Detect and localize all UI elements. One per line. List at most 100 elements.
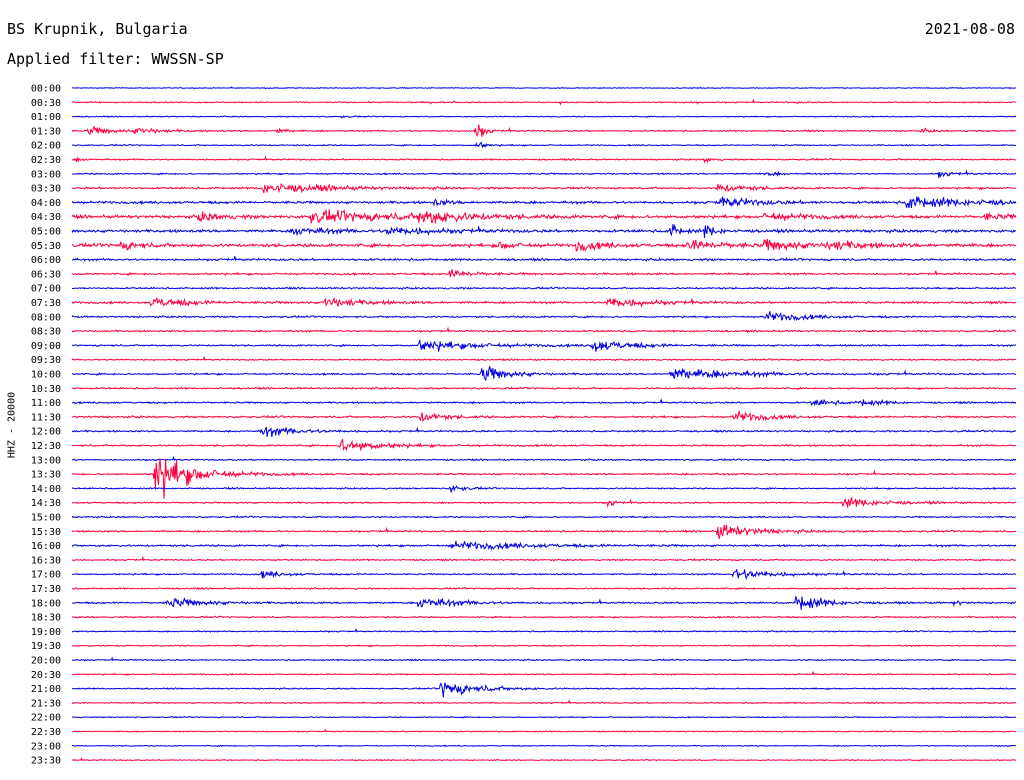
time-label: 11:30 (31, 412, 61, 423)
trace-line (71, 256, 1017, 262)
time-label: 09:00 (31, 341, 61, 352)
time-label: 03:30 (31, 184, 61, 195)
time-label: 10:00 (31, 370, 61, 381)
trace-line (71, 311, 1017, 322)
time-label: 22:00 (31, 713, 61, 724)
time-label: 08:00 (31, 312, 61, 323)
time-label: 14:30 (31, 498, 61, 509)
trace-line (71, 223, 1017, 238)
time-label: 22:30 (31, 727, 61, 738)
trace-line (71, 115, 1017, 119)
trace-line (71, 355, 1017, 362)
trace-line (71, 141, 1017, 149)
time-label: 21:30 (31, 698, 61, 709)
time-label: 05:30 (31, 241, 61, 252)
trace-line (71, 586, 1017, 591)
time-label: 00:00 (31, 84, 61, 95)
trace-line (71, 183, 1017, 194)
trace-line (71, 628, 1017, 633)
trace-line (72, 496, 1017, 509)
trace-line (71, 269, 1017, 278)
trace-line (71, 670, 1017, 676)
time-label: 10:30 (31, 384, 61, 395)
time-label: 05:00 (31, 227, 61, 238)
trace-line (71, 196, 1017, 209)
time-label: 23:30 (31, 756, 61, 767)
time-label: 20:00 (31, 656, 61, 667)
trace-line (71, 458, 1017, 499)
time-label: 19:00 (31, 627, 61, 638)
trace-line (71, 569, 1017, 580)
time-label: 17:30 (31, 584, 61, 595)
trace-line (71, 398, 1017, 407)
time-label: 04:00 (31, 198, 61, 209)
time-label: 08:30 (31, 327, 61, 338)
time-label: 17:00 (31, 570, 61, 581)
trace-line (71, 728, 1017, 733)
trace-line (71, 595, 1017, 610)
trace-line (71, 515, 1017, 519)
time-label: 04:30 (31, 212, 61, 223)
time-label: 07:00 (31, 284, 61, 295)
time-label: 19:30 (31, 641, 61, 652)
time-label: 13:30 (31, 470, 61, 481)
trace-line (71, 339, 1017, 352)
trace-line (71, 682, 1016, 698)
trace-line (71, 155, 1017, 164)
trace-line (71, 656, 1017, 662)
time-label: 01:00 (31, 112, 61, 123)
time-label: 12:00 (31, 427, 61, 438)
trace-line (72, 757, 1017, 762)
trace-line (71, 124, 1017, 138)
time-label: 02:00 (31, 141, 61, 152)
filter-label: Applied filter: WWSSN-SP (7, 50, 224, 68)
trace-line (71, 615, 1017, 619)
station-title: BS Krupnik, Bulgaria (7, 20, 188, 38)
time-label: 01:30 (31, 126, 61, 137)
time-label: 12:30 (31, 441, 61, 452)
time-label: 15:30 (31, 527, 61, 538)
time-label: 03:00 (31, 169, 61, 180)
time-label: 11:00 (31, 398, 61, 409)
trace-line (71, 169, 1017, 178)
trace-line (71, 296, 1017, 308)
trace-line (71, 699, 1017, 705)
time-label: 16:00 (31, 541, 61, 552)
trace-line (71, 524, 1017, 539)
trace-line (71, 715, 1017, 719)
time-label-group: 00:00 00:30 01:00 01:30 02:00 02:30 03:00 03:30… (31, 84, 61, 767)
time-label: 15:00 (31, 513, 61, 524)
time-label: 07:30 (31, 298, 61, 309)
trace-line (71, 386, 1017, 391)
time-label: 20:30 (31, 670, 61, 681)
time-label: 21:00 (31, 684, 61, 695)
trace-line (71, 209, 1017, 224)
trace-line (71, 438, 1016, 452)
trace-line (71, 326, 1017, 334)
trace-line (71, 426, 1017, 437)
trace-line (71, 644, 1016, 648)
time-label: 23:00 (31, 741, 61, 752)
time-label: 09:30 (31, 355, 61, 366)
trace-group (71, 86, 1017, 762)
time-label: 06:00 (31, 255, 61, 266)
trace-line (71, 286, 1017, 291)
time-label: 16:30 (31, 555, 61, 566)
time-label: 00:30 (31, 98, 61, 109)
trace-line (71, 98, 1017, 106)
trace-line (71, 366, 1017, 382)
time-label: 02:30 (31, 155, 61, 166)
trace-line (71, 744, 1016, 748)
time-label: 06:30 (31, 269, 61, 280)
trace-line (71, 555, 1017, 562)
time-label: 14:00 (31, 484, 61, 495)
trace-line (71, 86, 1017, 90)
time-label: 18:00 (31, 598, 61, 609)
time-label: 18:30 (31, 613, 61, 624)
time-label: 13:00 (31, 455, 61, 466)
trace-line (72, 455, 1017, 462)
date-label: 2021-08-08 (924, 20, 1015, 38)
trace-line (71, 485, 1017, 493)
trace-line (71, 540, 1017, 551)
